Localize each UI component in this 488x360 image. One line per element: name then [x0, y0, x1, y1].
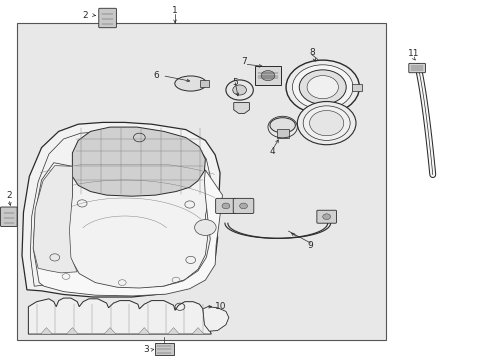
Text: 2: 2	[6, 191, 12, 199]
FancyBboxPatch shape	[0, 207, 17, 226]
Polygon shape	[233, 103, 249, 113]
Text: 1: 1	[172, 6, 178, 15]
Text: 6: 6	[153, 71, 159, 80]
Bar	[17, 23, 386, 340]
Text: 5: 5	[231, 78, 237, 87]
Text: 9: 9	[307, 241, 313, 250]
Polygon shape	[66, 328, 78, 334]
Polygon shape	[192, 328, 203, 334]
FancyBboxPatch shape	[316, 210, 336, 223]
Text: 7: 7	[241, 57, 247, 66]
FancyBboxPatch shape	[408, 63, 425, 73]
Circle shape	[285, 60, 359, 114]
FancyBboxPatch shape	[233, 198, 253, 213]
Ellipse shape	[175, 76, 206, 91]
Circle shape	[297, 102, 355, 145]
Circle shape	[225, 80, 253, 100]
Polygon shape	[72, 127, 205, 196]
Circle shape	[232, 85, 246, 95]
Polygon shape	[104, 328, 116, 334]
Circle shape	[222, 203, 229, 209]
Polygon shape	[41, 328, 52, 334]
FancyBboxPatch shape	[154, 343, 174, 355]
Circle shape	[261, 71, 274, 81]
Text: 3: 3	[143, 346, 149, 354]
Bar	[351, 84, 361, 91]
Text: 8: 8	[308, 48, 314, 57]
Circle shape	[309, 111, 343, 136]
Circle shape	[299, 70, 346, 104]
FancyBboxPatch shape	[99, 8, 116, 28]
Text: 2: 2	[82, 10, 88, 19]
Circle shape	[194, 220, 216, 235]
Polygon shape	[33, 166, 77, 273]
Text: 11: 11	[407, 49, 418, 58]
Polygon shape	[28, 298, 211, 334]
Circle shape	[239, 203, 247, 209]
Bar	[200, 80, 209, 87]
Circle shape	[322, 214, 330, 220]
Polygon shape	[22, 122, 220, 297]
Circle shape	[306, 76, 338, 99]
Circle shape	[303, 106, 349, 140]
Polygon shape	[33, 163, 222, 296]
Text: 4: 4	[269, 148, 275, 156]
Polygon shape	[203, 307, 228, 331]
Circle shape	[292, 65, 352, 109]
Bar	[276, 129, 288, 138]
Polygon shape	[167, 328, 179, 334]
Polygon shape	[138, 328, 150, 334]
FancyBboxPatch shape	[254, 66, 281, 85]
Text: 10: 10	[215, 302, 226, 311]
Ellipse shape	[269, 118, 295, 133]
FancyBboxPatch shape	[215, 198, 236, 213]
